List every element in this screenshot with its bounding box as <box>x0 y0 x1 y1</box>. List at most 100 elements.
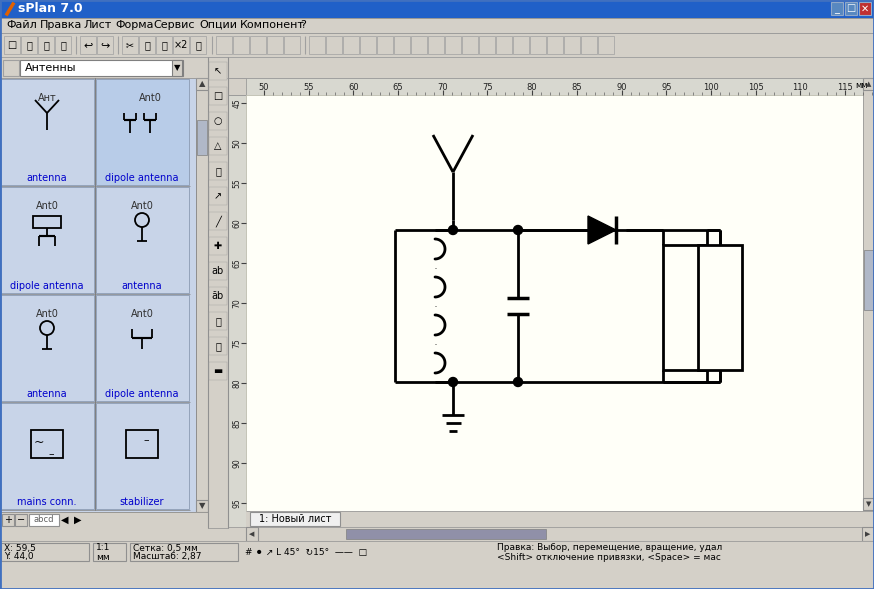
Text: Ant0: Ant0 <box>130 309 154 319</box>
Circle shape <box>514 378 523 386</box>
Bar <box>496 36 512 54</box>
Bar <box>31 430 63 458</box>
Text: ◀: ◀ <box>61 515 69 525</box>
Bar <box>33 216 61 228</box>
Text: 105: 105 <box>748 83 764 92</box>
Text: ○: ○ <box>214 116 222 126</box>
Bar <box>0 33 874 57</box>
Text: 115: 115 <box>837 83 853 92</box>
Bar <box>250 36 266 54</box>
Text: 📂: 📂 <box>26 40 32 50</box>
Bar <box>209 337 227 355</box>
Text: 💾: 💾 <box>43 40 49 50</box>
Bar <box>20 60 183 76</box>
Text: 55: 55 <box>303 83 314 92</box>
Text: ▶: ▶ <box>74 515 82 525</box>
Bar <box>96 79 189 185</box>
Text: Ant0: Ant0 <box>139 93 162 103</box>
Bar <box>197 120 207 155</box>
Text: sPlan 7.0: sPlan 7.0 <box>18 2 83 15</box>
Text: ▲: ▲ <box>198 80 205 88</box>
Bar <box>598 36 614 54</box>
Text: # ⚫ ↗ L 45°  ↻15°  ——  □: # ⚫ ↗ L 45° ↻15° —— □ <box>245 548 367 557</box>
Text: □: □ <box>213 91 223 101</box>
Bar <box>0 18 874 33</box>
Bar <box>209 287 227 305</box>
Text: 1: Новый лист: 1: Новый лист <box>259 514 331 524</box>
Text: 90: 90 <box>616 83 627 92</box>
Bar <box>445 36 461 54</box>
Text: ⌖: ⌖ <box>215 166 221 176</box>
Bar <box>0 512 208 528</box>
Text: мм: мм <box>855 81 868 91</box>
Text: 70: 70 <box>232 298 241 308</box>
Text: Антенны: Антенны <box>25 63 77 73</box>
Bar <box>377 36 393 54</box>
Text: ~: ~ <box>34 435 45 448</box>
Bar <box>663 245 707 370</box>
Bar <box>530 36 546 54</box>
Text: antenna: antenna <box>121 281 163 291</box>
Bar <box>126 430 158 458</box>
Bar <box>845 2 857 15</box>
Text: ↗: ↗ <box>214 191 222 201</box>
Text: ▼: ▼ <box>198 501 205 511</box>
Text: 90: 90 <box>232 458 241 468</box>
Polygon shape <box>588 216 616 244</box>
Bar <box>862 527 874 541</box>
Text: 95: 95 <box>232 498 241 508</box>
Text: –: – <box>48 449 54 459</box>
Text: Y: 44,0: Y: 44,0 <box>4 552 33 561</box>
Text: +: + <box>4 515 12 525</box>
Bar <box>97 36 113 54</box>
Bar <box>80 36 96 54</box>
Bar <box>209 162 227 180</box>
Text: ◀: ◀ <box>249 531 254 537</box>
Bar <box>228 78 874 95</box>
Bar <box>859 2 871 15</box>
Bar <box>411 36 427 54</box>
Bar <box>246 527 874 541</box>
Text: 55: 55 <box>232 178 241 188</box>
Circle shape <box>448 226 457 234</box>
Bar <box>196 78 208 90</box>
Text: X: 59,5: X: 59,5 <box>4 544 36 552</box>
Text: ?: ? <box>300 20 306 30</box>
Text: antenna: antenna <box>27 389 67 399</box>
Text: ↩: ↩ <box>83 40 93 50</box>
Bar <box>96 403 189 509</box>
Bar <box>479 36 495 54</box>
Bar <box>547 36 563 54</box>
Bar <box>863 498 874 510</box>
Text: Сетка: 0,5 мм: Сетка: 0,5 мм <box>133 544 198 552</box>
Bar <box>29 514 59 526</box>
Bar <box>209 187 227 205</box>
Text: 📋: 📋 <box>144 40 150 50</box>
Text: _: _ <box>835 4 839 14</box>
Bar <box>2 514 14 526</box>
Bar <box>38 36 54 54</box>
Text: Форма: Форма <box>115 20 154 30</box>
Bar <box>831 2 843 15</box>
Bar <box>190 36 206 54</box>
Bar <box>3 60 19 76</box>
Text: 85: 85 <box>232 418 241 428</box>
Bar <box>209 362 227 380</box>
Bar <box>209 87 227 105</box>
Text: Правка: Правка <box>40 20 82 30</box>
Bar <box>0 57 874 78</box>
Bar <box>216 36 232 54</box>
Text: 80: 80 <box>527 83 538 92</box>
Bar <box>309 36 325 54</box>
Text: dipole antenna: dipole antenna <box>10 281 84 291</box>
Text: ab: ab <box>212 266 224 276</box>
Bar <box>156 36 172 54</box>
Bar <box>96 295 189 401</box>
Bar <box>4 36 20 54</box>
Bar <box>267 36 283 54</box>
Bar <box>209 262 227 280</box>
Bar <box>196 500 208 512</box>
Bar <box>196 78 208 512</box>
Text: ✕: ✕ <box>861 4 869 14</box>
Text: ✂: ✂ <box>126 40 134 50</box>
